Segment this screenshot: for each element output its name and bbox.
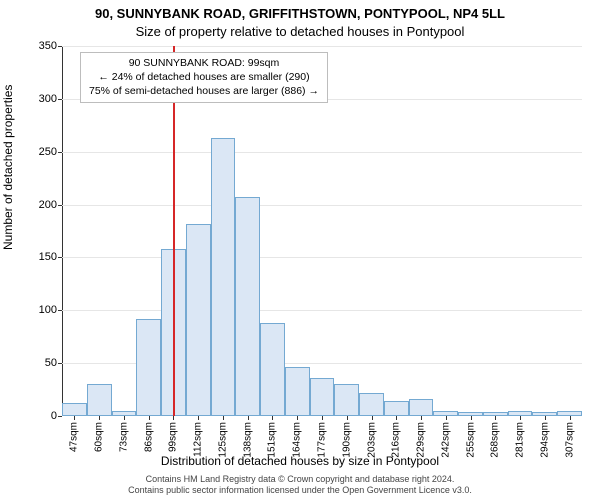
xtick-mark (396, 416, 397, 420)
ytick-mark (58, 205, 62, 206)
ytick-mark (58, 416, 62, 417)
histogram-bar (186, 224, 211, 416)
histogram-bar (136, 319, 161, 416)
histogram-bar (384, 401, 409, 416)
ytick-label: 200 (17, 199, 57, 211)
gridline (62, 205, 582, 206)
xtick-mark (173, 416, 174, 420)
xtick-mark (124, 416, 125, 420)
xtick-label: 138sqm (242, 422, 253, 458)
footer-text: Contains HM Land Registry data © Crown c… (0, 474, 600, 497)
xtick-label: 216sqm (391, 422, 402, 458)
info-line-3: 75% of semi-detached houses are larger (… (89, 84, 319, 98)
ytick-mark (58, 257, 62, 258)
histogram-bar (285, 367, 310, 416)
histogram-bar (310, 378, 335, 416)
y-axis-label: Number of detached properties (1, 85, 15, 250)
ytick-label: 300 (17, 93, 57, 105)
xtick-label: 47sqm (69, 422, 80, 452)
info-box: 90 SUNNYBANK ROAD: 99sqm ← 24% of detach… (80, 52, 328, 103)
xtick-mark (446, 416, 447, 420)
ytick-label: 0 (17, 410, 57, 422)
xtick-mark (223, 416, 224, 420)
xtick-mark (347, 416, 348, 420)
xtick-mark (74, 416, 75, 420)
histogram-bar (87, 384, 112, 416)
xtick-mark (421, 416, 422, 420)
histogram-bar (62, 403, 87, 416)
xtick-label: 255sqm (465, 422, 476, 458)
histogram-bar (235, 197, 260, 416)
footer-line-2: Contains public sector information licen… (0, 485, 600, 496)
xtick-label: 86sqm (143, 422, 154, 452)
xtick-label: 177sqm (317, 422, 328, 458)
xtick-label: 281sqm (515, 422, 526, 458)
xtick-mark (495, 416, 496, 420)
ytick-label: 100 (17, 304, 57, 316)
xtick-label: 112sqm (193, 422, 204, 457)
xtick-label: 60sqm (94, 422, 105, 452)
chart-subtitle: Size of property relative to detached ho… (0, 24, 600, 39)
xtick-mark (570, 416, 571, 420)
gridline (62, 152, 582, 153)
histogram-bar (260, 323, 285, 416)
gridline (62, 46, 582, 47)
xtick-mark (149, 416, 150, 420)
xtick-mark (372, 416, 373, 420)
chart-container: 90, SUNNYBANK ROAD, GRIFFITHSTOWN, PONTY… (0, 0, 600, 500)
xtick-label: 242sqm (440, 422, 451, 458)
xtick-label: 203sqm (366, 422, 377, 458)
xtick-mark (471, 416, 472, 420)
xtick-mark (520, 416, 521, 420)
xtick-mark (297, 416, 298, 420)
gridline (62, 257, 582, 258)
ytick-mark (58, 152, 62, 153)
ytick-label: 50 (17, 357, 57, 369)
info-line-2: ← 24% of detached houses are smaller (29… (89, 70, 319, 84)
chart-title: 90, SUNNYBANK ROAD, GRIFFITHSTOWN, PONTY… (0, 6, 600, 21)
xtick-mark (99, 416, 100, 420)
xtick-label: 307sqm (564, 422, 575, 458)
xtick-label: 294sqm (539, 422, 550, 458)
xtick-label: 190sqm (341, 422, 352, 458)
ytick-mark (58, 363, 62, 364)
histogram-bar (359, 393, 384, 416)
xtick-label: 125sqm (217, 422, 228, 458)
histogram-bar (409, 399, 434, 416)
x-axis-label: Distribution of detached houses by size … (0, 454, 600, 468)
footer-line-1: Contains HM Land Registry data © Crown c… (0, 474, 600, 485)
xtick-mark (322, 416, 323, 420)
histogram-bar (334, 384, 359, 416)
ytick-mark (58, 46, 62, 47)
info-line-1: 90 SUNNYBANK ROAD: 99sqm (89, 56, 319, 70)
xtick-label: 99sqm (168, 422, 179, 452)
gridline (62, 310, 582, 311)
xtick-label: 268sqm (490, 422, 501, 458)
xtick-mark (545, 416, 546, 420)
xtick-label: 229sqm (416, 422, 427, 458)
xtick-label: 151sqm (267, 422, 278, 458)
ytick-label: 150 (17, 251, 57, 263)
ytick-label: 350 (17, 40, 57, 52)
ytick-mark (58, 310, 62, 311)
ytick-label: 250 (17, 146, 57, 158)
xtick-mark (272, 416, 273, 420)
xtick-mark (198, 416, 199, 420)
ytick-mark (58, 99, 62, 100)
xtick-label: 73sqm (118, 422, 129, 452)
xtick-mark (248, 416, 249, 420)
histogram-bar (211, 138, 236, 416)
xtick-label: 164sqm (292, 422, 303, 458)
